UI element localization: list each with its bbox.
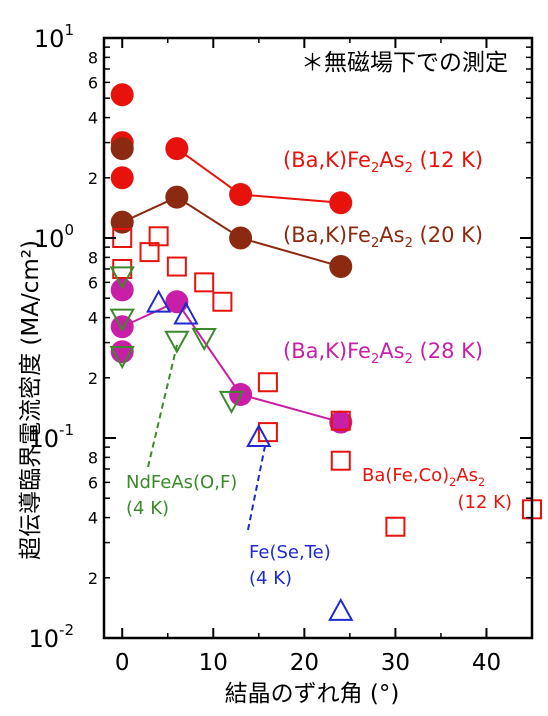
data-point [218,390,245,415]
y-minor-tick-label: 8 [88,48,98,67]
data-point [110,315,134,339]
data-point [166,256,187,277]
y-minor-tick-label: 2 [88,569,98,588]
data-point [165,137,189,161]
data-point [329,410,353,434]
data-point [191,327,217,352]
y-minor-tick-label: 4 [88,309,98,328]
y-tick-label: 100 [34,221,74,253]
data-point [164,330,190,354]
label-leader-line [147,344,178,468]
y-minor-tick-label: 8 [88,248,98,267]
y-tick-label: 10-1 [28,421,74,453]
data-point [330,450,351,471]
data-point [110,166,134,190]
y-minor-tick-label: 6 [88,73,98,92]
y-minor-tick-label: 2 [88,369,98,388]
y-axis-label: 超伝導臨界電流密度 (MA/cm²) [18,240,44,560]
data-point [385,516,406,537]
series-label: (12 K) [458,492,512,513]
y-minor-tick-label: 6 [88,473,98,492]
series-markers [109,83,542,621]
series-label: (4 K) [249,568,292,589]
data-point [212,291,233,312]
data-point [329,191,353,215]
data-point [109,346,135,370]
y-minor-tick-label: 2 [88,169,98,188]
data-point [329,255,353,279]
axis-ticks: 0 10 20 30 40 10-2 10-1 100 101 2 4 6 8 2 4 6 8 2 4 6 8 [28,21,532,676]
data-point [229,183,253,207]
data-point [246,423,272,447]
x-tick-label: 40 [472,650,501,676]
data-point [110,83,134,107]
series-label: Fe(Se,Te) [249,542,331,563]
x-tick-label: 0 [115,650,130,676]
series-label: (Ba,K)Fe2As2 (12 K) [283,148,483,176]
series-label: (4 K) [126,498,169,519]
data-point [145,289,172,313]
data-point [328,597,354,621]
data-point [109,266,135,290]
y-minor-tick-label: 4 [88,109,98,128]
data-point [229,226,253,250]
x-tick-label: 10 [199,650,228,676]
y-minor-tick-label: 6 [88,273,98,292]
y-minor-tick-label: 4 [88,509,98,528]
series-label: (Ba,K)Fe2As2 (20 K) [283,223,483,251]
data-point [330,410,351,431]
plot-frame [102,36,534,640]
data-point [257,372,278,393]
data-point [194,272,215,293]
x-tick-label: 20 [290,650,319,676]
data-point [110,210,134,234]
data-point [110,278,134,302]
y-minor-tick-label: 8 [88,448,98,467]
measurement-note: ＊無磁場下での測定 [301,50,508,76]
series-labels: (Ba,K)Fe2As2 (12 K) (Ba,K)Fe2As2 (20 K) (B… [126,148,512,589]
data-point [148,226,169,247]
series-label: NdFeAs(O,F) [126,472,237,493]
x-tick-label: 30 [381,650,410,676]
data-point [165,185,189,209]
axes [102,36,534,640]
x-axis-label: 結晶のずれ角 (°) [225,681,400,707]
series-line [121,300,342,424]
data-point [110,137,134,161]
series-line [121,196,342,268]
label-leader-line [247,445,266,531]
series-label: (Ba,K)Fe2As2 (28 K) [283,339,483,367]
y-tick-label: 10-2 [28,621,74,653]
data-point [173,301,199,325]
y-tick-label: 101 [34,21,74,53]
series-label: Ba(Fe,Co)2As2 [362,465,485,489]
data-point [109,308,135,332]
